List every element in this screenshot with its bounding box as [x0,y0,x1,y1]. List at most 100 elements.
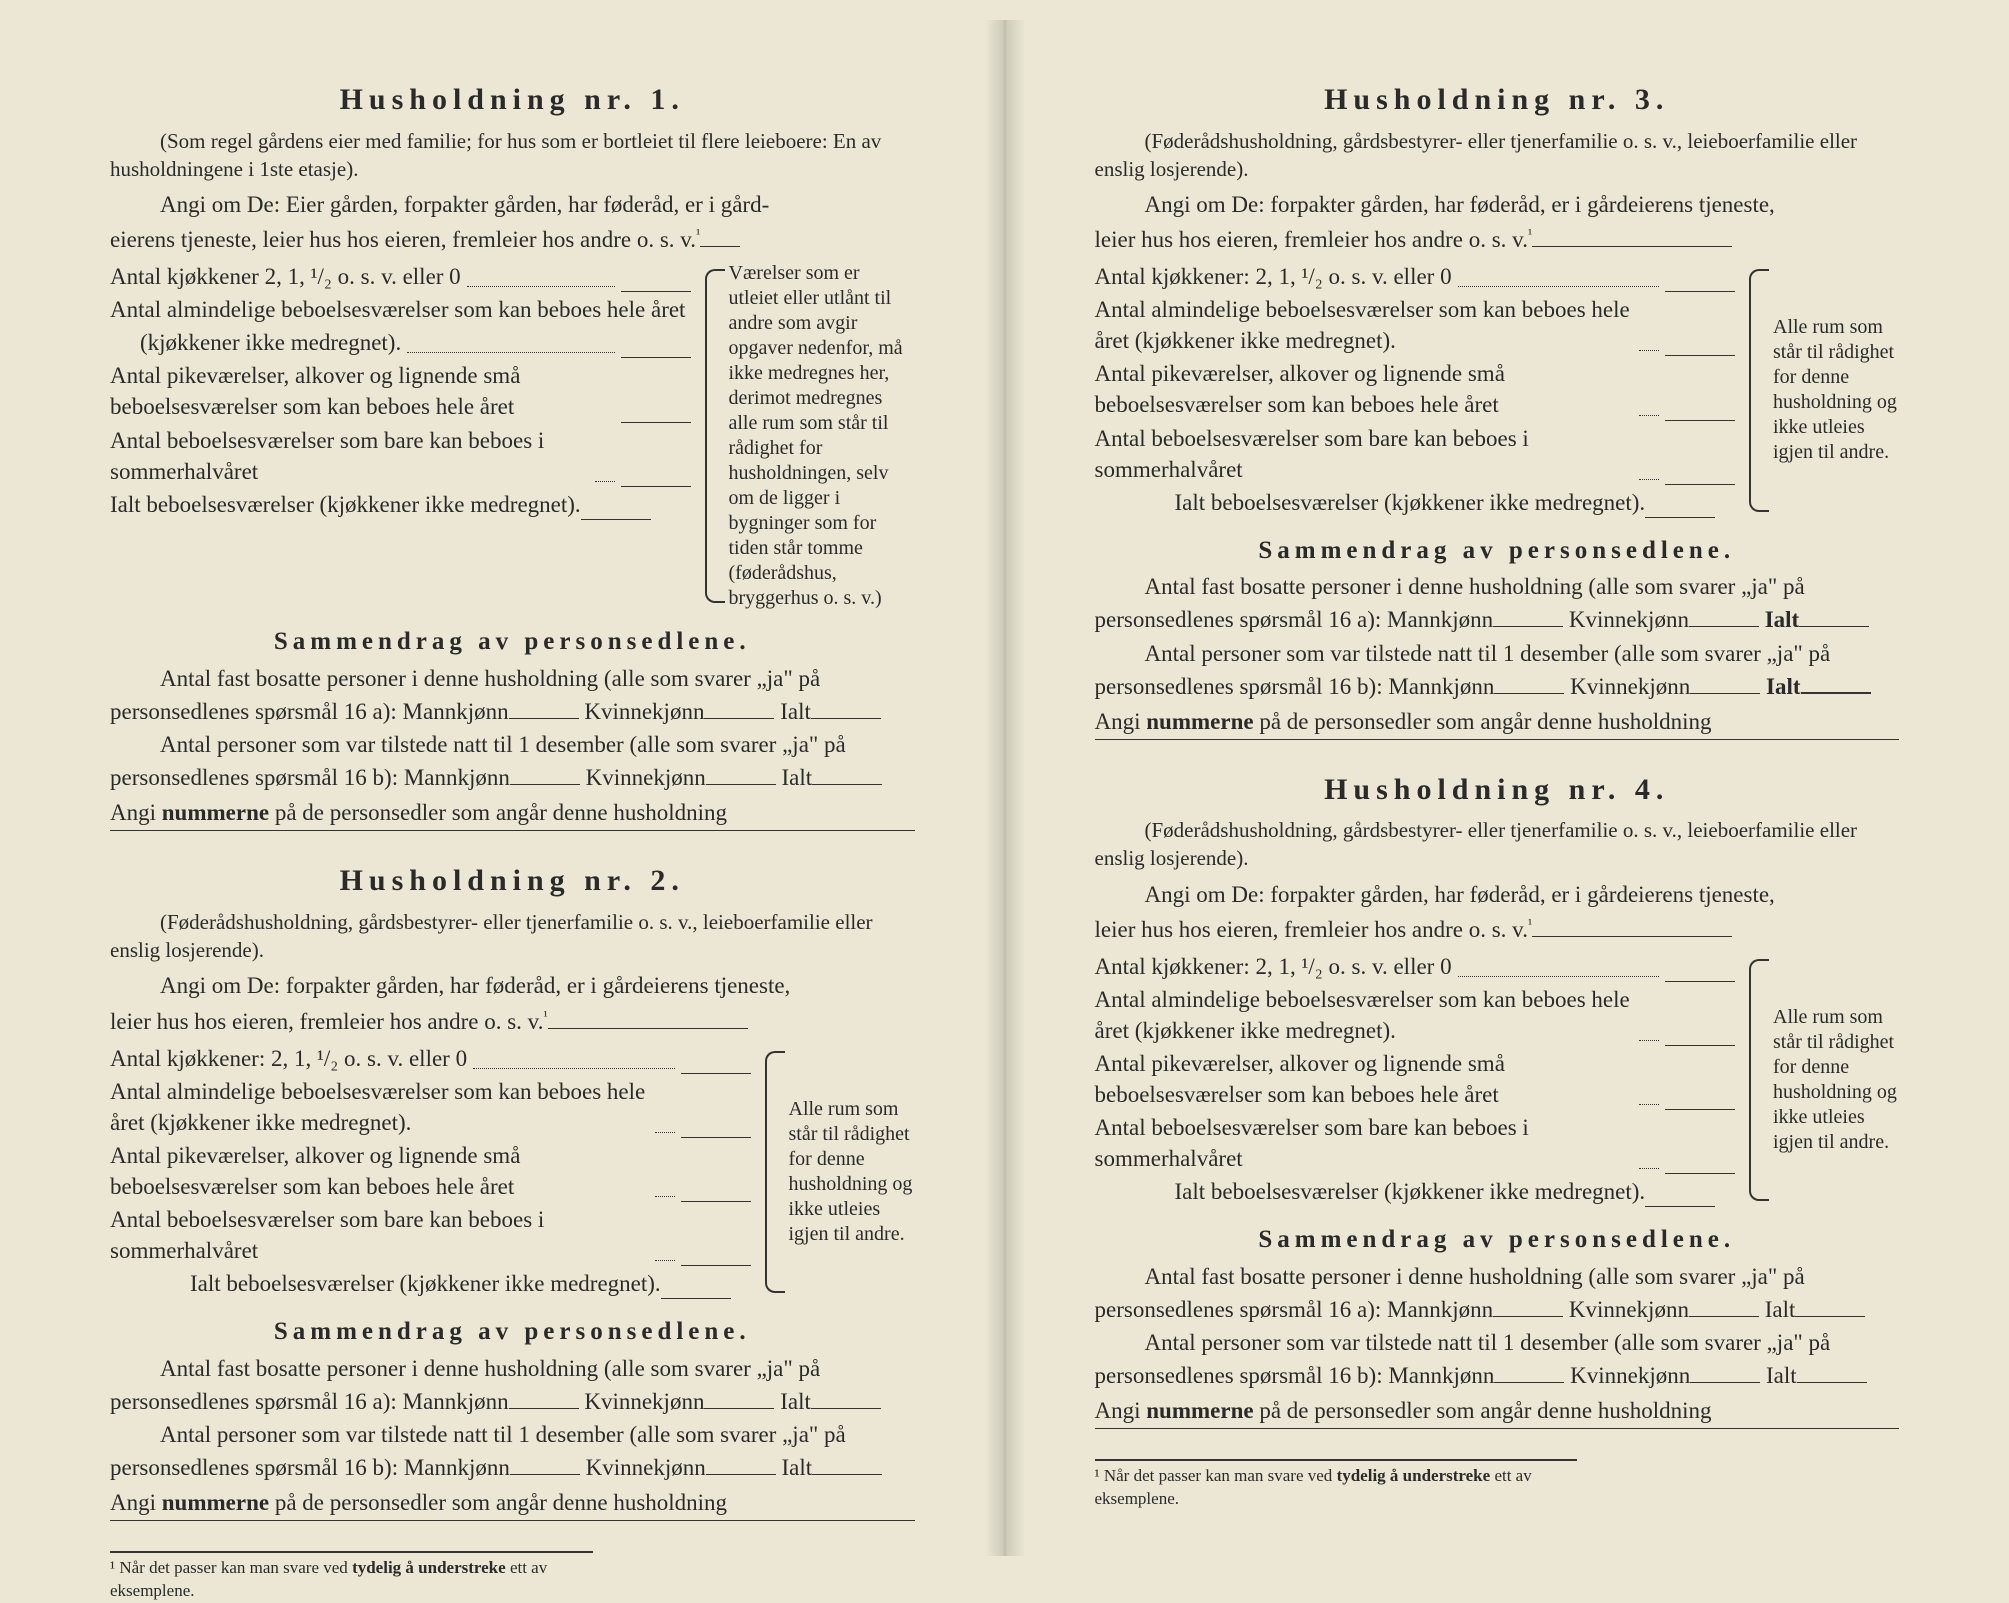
room-line: Antal pikeværelser, alkover og lignende … [110,360,691,422]
blank[interactable] [811,718,881,719]
dots [1458,286,1659,287]
blank[interactable] [581,519,651,520]
household-4-rooms-block: Antal kjøkkener: 2, 1, ¹/₂ o. s. v. elle… [1095,951,1900,1209]
t: Kvinnekjønn [584,1389,704,1414]
blank[interactable] [1801,692,1871,694]
blank[interactable] [1690,693,1760,694]
room-line: Ialt beboelsesværelser (kjøkkener ikke m… [1095,487,1736,518]
t: personsedlenes spørsmål 16 a): Mannkjønn [1095,1297,1494,1322]
blank[interactable] [1493,1316,1563,1317]
blank[interactable] [811,1408,881,1409]
label: Antal beboelsesværelser som bare kan beb… [1095,423,1634,485]
text: eierens tjeneste, leier hus hos eieren, … [110,227,696,252]
sum-a1: Antal fast bosatte personer i denne hush… [1095,571,1900,602]
rooms-list: Antal kjøkkener: 2, 1, ¹/₂ o. s. v. elle… [1095,261,1736,519]
dots [1639,479,1659,480]
blank[interactable] [1665,420,1735,421]
household-2-angi-a: Angi om De: forpakter gården, har føderå… [110,970,915,1001]
rooms-note: Alle rum som står til rådighet for denne… [765,1043,915,1301]
blank[interactable] [812,1474,882,1475]
t: Angi [110,800,162,825]
blank[interactable] [1645,517,1715,518]
rooms-list: Antal kjøkkener 2, 1, ¹/₂ o. s. v. eller… [110,261,691,611]
blank[interactable] [1797,1382,1867,1383]
room-line: Antal kjøkkener: 2, 1, ¹/₂ o. s. v. elle… [1095,261,1736,292]
blank[interactable] [509,718,579,719]
blank[interactable] [510,784,580,785]
blank[interactable] [1689,626,1759,627]
blank[interactable] [548,1028,748,1029]
room-line: Antal almindelige beboelsesværelser som … [110,294,691,325]
blank[interactable] [621,486,691,487]
blank[interactable] [681,1073,751,1074]
t: nummerne [162,800,269,825]
sum-a2: personsedlenes spørsmål 16 a): Mannkjønn… [110,1386,915,1417]
blank[interactable] [1494,1382,1564,1383]
dots [467,286,615,287]
summary-title: Sammendrag av personsedlene. [110,625,915,659]
household-4-sub: (Føderådshusholdning, gårdsbestyrer- ell… [1095,816,1900,873]
dots [1639,415,1659,416]
blank[interactable] [704,718,774,719]
household-1-title: Husholdning nr. 1. [110,80,915,121]
blank[interactable] [681,1265,751,1266]
blank[interactable] [1665,355,1735,356]
t: på de personsedler som angår denne husho… [1254,1398,1712,1423]
blank[interactable] [1665,1109,1735,1110]
t: Kvinnekjønn [1569,607,1689,632]
blank[interactable] [1665,291,1735,292]
blank[interactable] [1799,626,1869,627]
summary-title: Sammendrag av personsedlene. [1095,1223,1900,1257]
blank[interactable] [706,784,776,785]
dots [1639,1040,1659,1041]
t: personsedlenes spørsmål 16 b): Mannkjønn [110,1455,510,1480]
t: nummerne [162,1490,269,1515]
label: Antal beboelsesværelser som bare kan beb… [110,1204,649,1266]
t: Ialt [1766,1363,1797,1388]
sum-b1: Antal personer som var tilstede natt til… [110,1419,915,1450]
blank[interactable] [1665,484,1735,485]
summary-title: Sammendrag av personsedlene. [1095,534,1900,568]
blank[interactable] [1665,1173,1735,1174]
blank[interactable] [621,357,691,358]
blank[interactable] [700,246,740,247]
blank[interactable] [812,784,882,785]
t: leier hus hos eieren, fremleier hos andr… [1095,917,1528,942]
room-line: Antal almindelige beboelsesværelser som … [1095,294,1736,356]
blank[interactable] [1494,693,1564,694]
blank[interactable] [621,291,691,292]
blank[interactable] [1493,626,1563,627]
dots [1458,976,1659,977]
blank[interactable] [510,1474,580,1475]
blank[interactable] [1795,1316,1865,1317]
blank[interactable] [621,422,691,423]
blank[interactable] [509,1408,579,1409]
sum-b2: personsedlenes spørsmål 16 b): Mannkjønn… [110,1452,915,1483]
blank[interactable] [1532,246,1732,247]
sum-a1: Antal fast bosatte personer i denne hush… [110,1353,915,1384]
sup: ¹ [696,228,700,243]
text: Værelser som er utleiet eller utlånt til… [729,261,915,611]
dots [1639,350,1659,351]
blank[interactable] [704,1408,774,1409]
angi-num: Angi nummerne på de personsedler som ang… [1095,1395,1900,1429]
blank[interactable] [1532,936,1732,937]
t: nummerne [1146,1398,1253,1423]
blank[interactable] [681,1137,751,1138]
label: Ialt beboelsesværelser (kjøkkener ikke m… [1175,1176,1646,1207]
blank[interactable] [1690,1382,1760,1383]
t: personsedlenes spørsmål 16 b): Mannkjønn [1095,674,1495,699]
sum-a2: personsedlenes spørsmål 16 a): Mannkjønn… [1095,604,1900,635]
t: Ialt [1765,607,1800,632]
blank[interactable] [661,1298,731,1299]
blank[interactable] [1665,1045,1735,1046]
blank[interactable] [1645,1206,1715,1207]
t: personsedlenes spørsmål 16 a): Mannkjønn [1095,607,1494,632]
household-3-angi-a: Angi om De: forpakter gården, har føderå… [1095,189,1900,220]
blank[interactable] [706,1474,776,1475]
blank[interactable] [681,1201,751,1202]
t: Ialt [1766,674,1801,699]
household-1-angi-a: Angi om De: Eier gården, forpakter gårde… [110,189,915,220]
blank[interactable] [1689,1316,1759,1317]
blank[interactable] [1665,981,1735,982]
